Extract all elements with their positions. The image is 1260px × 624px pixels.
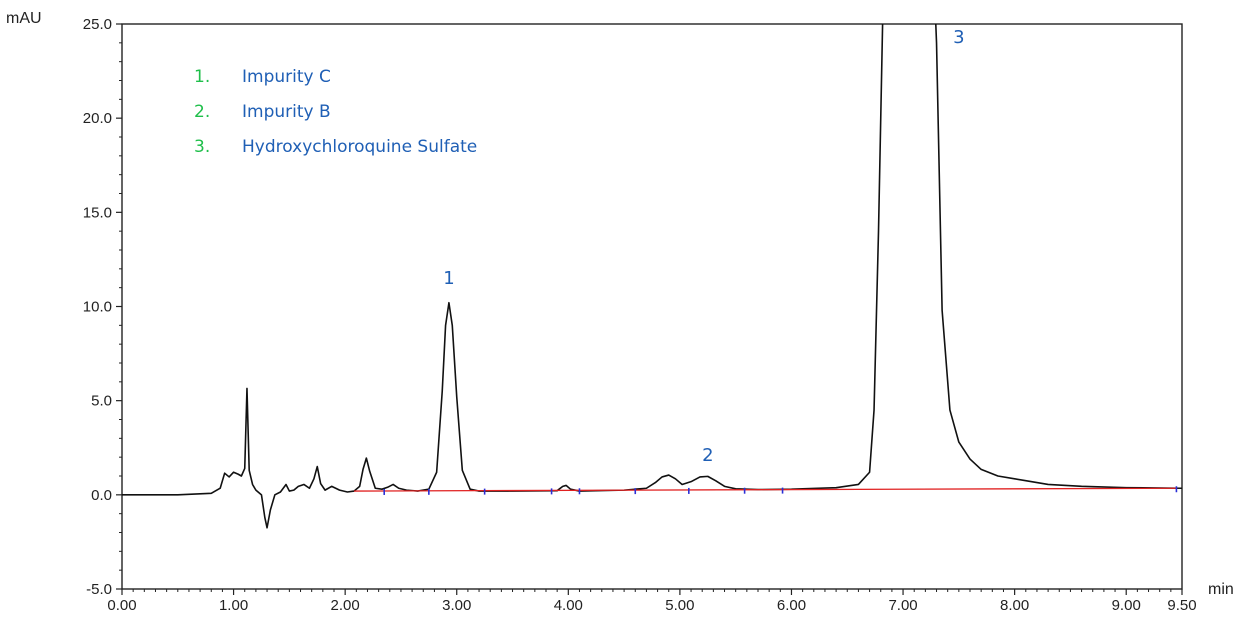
integration-baseline-line: [354, 487, 1177, 492]
y-tick-label: 20.0: [83, 110, 112, 127]
peak-label: 3: [953, 27, 964, 48]
x-tick-label: 1.00: [219, 597, 248, 614]
x-tick-label: 8.00: [1000, 597, 1029, 614]
integration-markers: [383, 486, 1178, 495]
x-tick-label: 2.00: [331, 597, 360, 614]
x-axis-unit-label: min: [1208, 581, 1234, 598]
x-tick-label: 4.00: [554, 597, 583, 614]
legend-item-label: Hydroxychloroquine Sulfate: [242, 137, 477, 157]
y-tick-label: -5.0: [86, 581, 112, 598]
legend: 1. Impurity C 2. Impurity B 3. Hydroxychloroq…: [194, 67, 477, 157]
plot-area-frame: [121, 23, 1183, 590]
peak-labels: 1 2 3: [443, 27, 964, 466]
y-tick-label: 25.0: [83, 16, 112, 33]
y-tick-label: 0.0: [91, 487, 112, 504]
y-tick-label: 15.0: [83, 204, 112, 221]
legend-item-number: 3.: [194, 137, 210, 157]
x-tick-label: 7.00: [888, 597, 917, 614]
chromatogram-signal-line: [122, 24, 1182, 529]
chromatogram-traces: [122, 24, 1182, 529]
x-tick-label: 3.00: [442, 597, 471, 614]
x-tick-label: 9.50: [1167, 597, 1196, 614]
x-tick-label: 9.00: [1112, 597, 1141, 614]
legend-item-number: 1.: [194, 67, 210, 87]
y-tick-label: 10.0: [83, 299, 112, 316]
y-axis-unit-label: mAU: [6, 10, 42, 27]
legend-item-number: 2.: [194, 102, 210, 122]
x-tick-label: 6.00: [777, 597, 806, 614]
peak-label: 2: [702, 445, 713, 466]
peak-label: 1: [443, 268, 454, 289]
x-axis-ticks: 0.00 1.00 2.00 3.00 4.00 5.00 6.00 7.00 8.00 9.00…: [107, 589, 1197, 614]
y-tick-label: 5.0: [91, 393, 112, 410]
x-tick-label: 5.00: [665, 597, 694, 614]
legend-item-label: Impurity C: [242, 67, 331, 87]
legend-item-label: Impurity B: [242, 102, 331, 122]
x-tick-label: 0.00: [107, 597, 136, 614]
y-axis-ticks: -5.0 0.0 5.0 10.0 15.0 20.0 25.0: [83, 16, 122, 598]
